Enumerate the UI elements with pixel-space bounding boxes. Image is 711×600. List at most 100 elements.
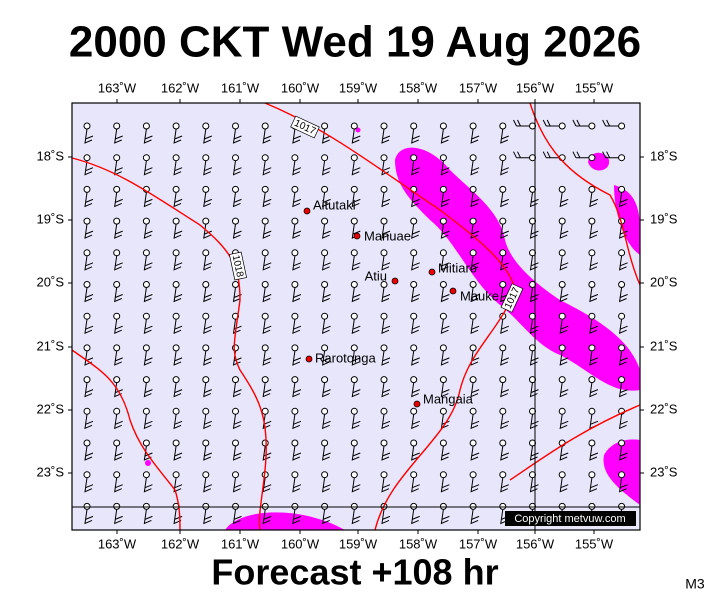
station [350, 122, 358, 130]
lat-label: 20˚S [650, 274, 678, 289]
barb [440, 319, 450, 335]
barb [321, 350, 331, 366]
station [232, 439, 239, 447]
station [172, 281, 180, 288]
barb [470, 445, 480, 461]
barb [381, 477, 391, 493]
station [350, 407, 358, 415]
island [428, 268, 436, 276]
lon-label: 161˚W [221, 80, 260, 95]
barb [262, 224, 272, 239]
lon-label: 158˚W [399, 80, 438, 95]
barb [232, 414, 242, 430]
station [439, 376, 447, 384]
station [172, 185, 180, 193]
station [439, 281, 447, 288]
barb [203, 160, 212, 176]
barb [440, 160, 450, 176]
barb [470, 160, 480, 176]
station [499, 344, 507, 352]
station [439, 502, 447, 510]
station [588, 122, 596, 130]
barb [173, 445, 183, 461]
barb [559, 319, 569, 335]
barb [143, 509, 153, 525]
station [142, 439, 150, 447]
barb [292, 477, 302, 493]
station [410, 471, 418, 479]
station [588, 154, 596, 162]
station [83, 249, 91, 257]
station [588, 185, 596, 193]
lat-label: 23˚S [37, 464, 65, 479]
station [558, 249, 566, 257]
station [439, 122, 447, 130]
barb [292, 160, 302, 176]
station [618, 185, 626, 193]
barb [351, 445, 361, 461]
station [499, 281, 507, 288]
barb [84, 477, 94, 493]
barb [84, 319, 94, 335]
lon-label: 162˚W [161, 80, 200, 95]
place-name: Mitiaro [438, 260, 477, 275]
station [558, 281, 566, 288]
station [291, 217, 299, 225]
station [380, 439, 388, 447]
barb [618, 319, 628, 335]
barb [411, 160, 420, 176]
station [618, 376, 626, 384]
barb [143, 224, 153, 239]
lon-label: 159˚W [339, 536, 378, 551]
barb [559, 192, 569, 208]
copyright: Copyright metvuw.com [514, 513, 625, 525]
barb [351, 414, 361, 430]
station [202, 439, 210, 447]
station [172, 249, 180, 257]
barb [618, 350, 628, 366]
barb [500, 160, 509, 176]
place-name: Aitutaki [313, 197, 356, 212]
map-frame [71, 102, 641, 531]
barb [114, 319, 123, 335]
lon-label: 162˚W [161, 536, 200, 551]
barb [292, 255, 302, 271]
station [232, 122, 239, 130]
station [410, 407, 418, 415]
barb [411, 319, 420, 335]
station [499, 471, 507, 479]
barb [114, 160, 123, 176]
barb [470, 255, 480, 271]
station [321, 376, 329, 384]
barb [500, 224, 509, 239]
island [413, 400, 421, 408]
lon-label: 157˚W [459, 80, 498, 95]
barb [470, 319, 480, 335]
station [232, 471, 239, 479]
station [261, 217, 269, 225]
station [410, 376, 418, 384]
station [618, 249, 626, 257]
barb [232, 224, 242, 239]
station [618, 122, 626, 130]
barb [381, 224, 391, 239]
station [172, 154, 180, 162]
station [350, 502, 358, 510]
barb [500, 477, 509, 493]
barb [559, 350, 569, 366]
barb [143, 319, 153, 335]
barb [589, 192, 599, 208]
station [469, 122, 477, 130]
barb [292, 192, 302, 208]
barb [84, 382, 94, 398]
barb [84, 287, 94, 303]
station [410, 122, 418, 130]
barb [84, 509, 94, 525]
station [172, 122, 180, 130]
station [469, 439, 477, 447]
station [350, 376, 358, 384]
barb [114, 224, 123, 239]
barb [114, 128, 123, 144]
station [261, 502, 269, 510]
